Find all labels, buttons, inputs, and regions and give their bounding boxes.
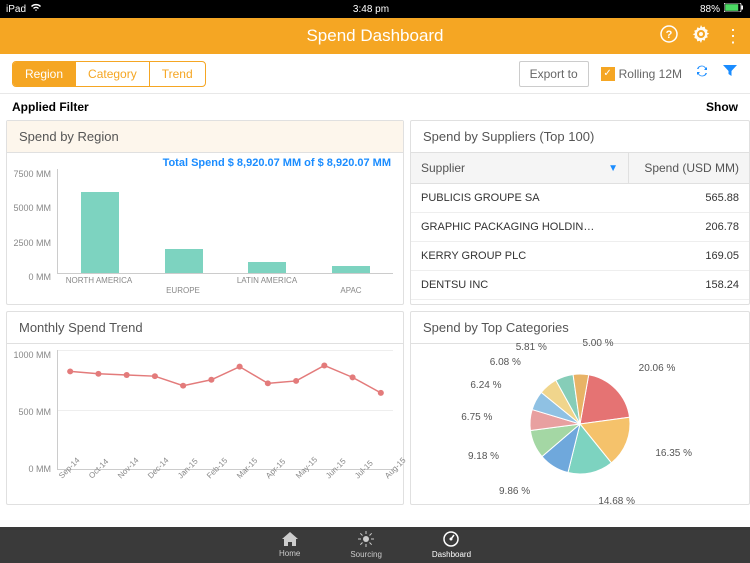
- supplier-name: DENTSU INC: [411, 271, 629, 299]
- th-spend[interactable]: Spend (USD MM): [629, 153, 749, 183]
- dropdown-icon: ▼: [608, 163, 618, 174]
- wifi-icon: [30, 3, 42, 15]
- tab-group: RegionCategoryTrend: [12, 61, 206, 87]
- nav-sourcing[interactable]: Sourcing: [350, 531, 382, 559]
- data-point[interactable]: [237, 364, 243, 370]
- device-label: iPad: [6, 4, 26, 15]
- nav-dashboard[interactable]: Dashboard: [432, 531, 471, 559]
- table-row[interactable]: GRAPHIC PACKAGING HOLDIN…206.78: [411, 213, 749, 242]
- tab-category[interactable]: Category: [76, 62, 150, 86]
- svg-text:?: ?: [666, 29, 673, 41]
- supplier-table-head: Supplier ▼ Spend (USD MM): [411, 153, 749, 184]
- data-point[interactable]: [67, 368, 73, 374]
- bottom-nav: Home Sourcing Dashboard: [0, 527, 750, 563]
- battery-icon: [724, 3, 744, 15]
- page-title: Spend Dashboard: [0, 26, 750, 46]
- data-point[interactable]: [152, 373, 158, 379]
- gear-icon[interactable]: [692, 25, 710, 48]
- pie-label: 6.24 %: [470, 380, 501, 391]
- status-bar: iPad 3:48 pm 88%: [0, 0, 750, 18]
- sourcing-icon: [358, 531, 374, 550]
- applied-filter-label: Applied Filter: [12, 100, 89, 114]
- rolling-toggle[interactable]: ✓ Rolling 12M: [601, 67, 682, 81]
- region-panel-title: Spend by Region: [7, 121, 403, 153]
- data-point[interactable]: [95, 371, 101, 377]
- filter-row: Applied Filter Show: [0, 94, 750, 120]
- category-pie-chart: 20.06 % 16.35 % 14.68 % 9.86 % 9.18 % 6.75 % 6…: [411, 344, 749, 504]
- pie-label: 9.86 %: [499, 486, 530, 497]
- pie-label: 14.68 %: [598, 496, 635, 507]
- supplier-spend: 565.88: [629, 184, 749, 212]
- pie-label: 16.35 %: [655, 448, 692, 459]
- supplier-panel-title: Spend by Suppliers (Top 100): [411, 121, 749, 153]
- data-point[interactable]: [124, 372, 130, 378]
- trend-line-chart: 1000 MM500 MM0 MM Sep-14Oct-14Nov-14Dec-…: [7, 344, 403, 504]
- pie-label: 6.75 %: [461, 412, 492, 423]
- tab-trend[interactable]: Trend: [150, 62, 205, 86]
- rolling-label: Rolling 12M: [619, 67, 682, 81]
- pie-label: 9.18 %: [468, 451, 499, 462]
- export-button[interactable]: Export to: [519, 61, 589, 87]
- bar[interactable]: [248, 262, 286, 273]
- show-link[interactable]: Show: [706, 100, 738, 114]
- battery-label: 88%: [700, 4, 720, 15]
- pie-label: 6.08 %: [490, 357, 521, 368]
- region-panel: Spend by Region Total Spend $ 8,920.07 M…: [6, 120, 404, 305]
- header-bar: Spend Dashboard ? ⋮: [0, 18, 750, 54]
- th-supplier[interactable]: Supplier ▼: [411, 153, 629, 183]
- table-row[interactable]: KERRY GROUP PLC169.05: [411, 242, 749, 271]
- help-icon[interactable]: ?: [660, 25, 678, 48]
- supplier-spend: 206.78: [629, 213, 749, 241]
- supplier-panel: Spend by Suppliers (Top 100) Supplier ▼ …: [410, 120, 750, 305]
- tab-region[interactable]: Region: [13, 62, 76, 86]
- category-panel: Spend by Top Categories 20.06 % 16.35 % 14…: [410, 311, 750, 505]
- trend-panel: Monthly Spend Trend 1000 MM500 MM0 MM Se…: [6, 311, 404, 505]
- table-row[interactable]: PUBLICIS GROUPE SA565.88: [411, 184, 749, 213]
- bar[interactable]: [81, 192, 119, 273]
- region-bar-chart: 7500 MM5000 MM2500 MM0 MM NORTH AMERICAE…: [7, 169, 403, 304]
- data-point[interactable]: [378, 390, 384, 396]
- toolbar: RegionCategoryTrend Export to ✓ Rolling …: [0, 54, 750, 94]
- supplier-spend: 158.24: [629, 271, 749, 299]
- category-panel-title: Spend by Top Categories: [411, 312, 749, 344]
- bar[interactable]: [332, 266, 370, 273]
- supplier-name: GRAPHIC PACKAGING HOLDIN…: [411, 213, 629, 241]
- data-point[interactable]: [265, 380, 271, 386]
- data-point[interactable]: [350, 374, 356, 380]
- more-icon[interactable]: ⋮: [724, 27, 742, 45]
- data-point[interactable]: [180, 383, 186, 389]
- data-point[interactable]: [293, 378, 299, 384]
- data-point[interactable]: [321, 362, 327, 368]
- nav-home[interactable]: Home: [279, 532, 300, 558]
- table-row[interactable]: DENTSU INC158.24: [411, 271, 749, 300]
- supplier-spend: 169.05: [629, 242, 749, 270]
- supplier-name: KERRY GROUP PLC: [411, 242, 629, 270]
- supplier-name: PUBLICIS GROUPE SA: [411, 184, 629, 212]
- pie-label: 5.81 %: [516, 342, 547, 353]
- home-icon: [282, 532, 298, 549]
- filter-icon[interactable]: [722, 63, 738, 84]
- bar[interactable]: [165, 249, 203, 273]
- clock: 3:48 pm: [353, 4, 389, 15]
- refresh-icon[interactable]: [694, 63, 710, 84]
- dashboard-icon: [443, 531, 459, 550]
- pie-label: 20.06 %: [639, 363, 676, 374]
- check-icon: ✓: [601, 67, 615, 81]
- data-point[interactable]: [208, 377, 214, 383]
- total-spend-label: Total Spend $ 8,920.07 MM of $ 8,920.07 …: [7, 153, 403, 169]
- trend-panel-title: Monthly Spend Trend: [7, 312, 403, 344]
- pie-label: 5.00 %: [582, 338, 613, 349]
